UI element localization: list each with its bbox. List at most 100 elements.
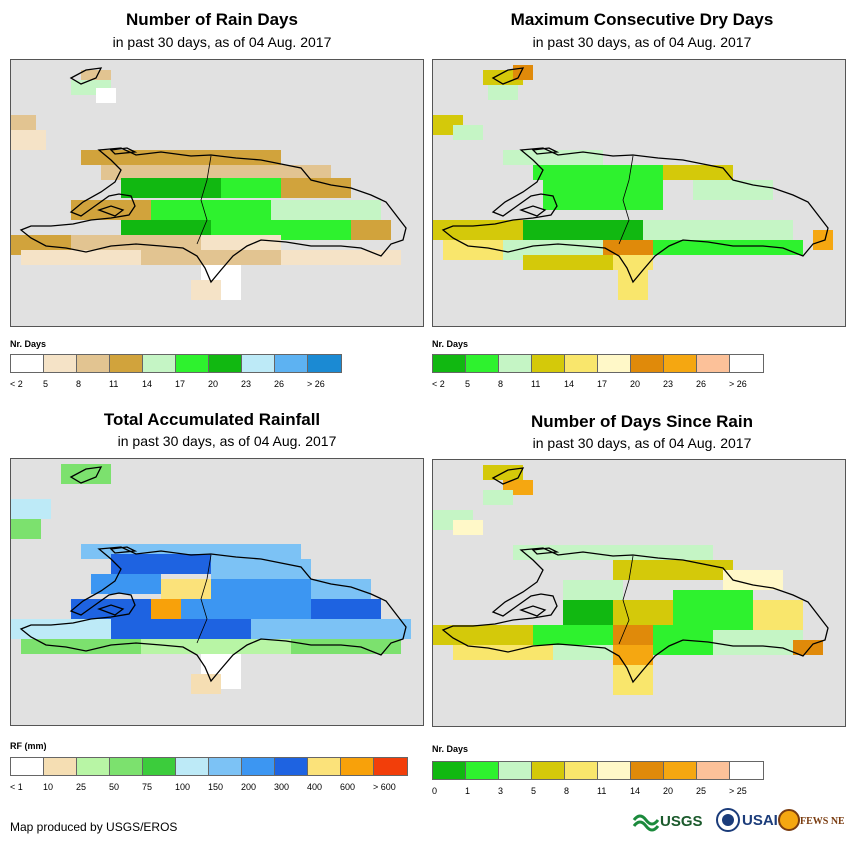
legend-title: Nr. Days xyxy=(10,339,47,349)
legend-tick-label: 20 xyxy=(208,379,219,389)
legend-swatch xyxy=(730,355,763,372)
legend-tick-label: 11 xyxy=(531,379,541,389)
legend-swatch xyxy=(499,355,532,372)
map-total-rainfall[interactable] xyxy=(10,458,424,726)
legend-tick-label: 11 xyxy=(597,786,607,796)
legend-tick-label: > 25 xyxy=(729,786,747,796)
data-cell xyxy=(111,554,211,574)
legend-swatch xyxy=(532,762,565,779)
map-max-dry-days[interactable] xyxy=(432,59,846,327)
data-cell xyxy=(191,674,221,694)
legend-tick-label: < 2 xyxy=(432,379,445,389)
legend-tick-label: 20 xyxy=(630,379,641,389)
map-canvas xyxy=(11,464,411,694)
data-cell xyxy=(513,65,533,80)
legend-swatch xyxy=(631,762,664,779)
legend-swatch xyxy=(275,758,308,775)
data-cell xyxy=(613,665,653,695)
data-cell xyxy=(553,645,613,660)
map-days-since-rain[interactable] xyxy=(432,459,846,727)
legend-title: Nr. Days xyxy=(432,339,469,349)
data-cell xyxy=(563,600,613,625)
panel-subtitle: in past 30 days, as of 04 Aug. 2017 xyxy=(532,34,752,50)
data-cell xyxy=(613,560,733,580)
credit-text: Map produced by USGS/EROS xyxy=(10,820,178,834)
legend-tick-label: 300 xyxy=(274,782,290,792)
data-cell xyxy=(211,579,311,599)
coastline-island xyxy=(491,67,525,85)
coastline-island xyxy=(491,467,525,485)
legend-swatch xyxy=(143,355,176,372)
panel-subtitle: in past 30 days, as of 04 Aug. 2017 xyxy=(532,435,752,451)
legend-tick-label: 8 xyxy=(498,379,504,389)
legend-tick-label: 3 xyxy=(498,786,504,796)
data-cell xyxy=(453,645,553,660)
data-cell xyxy=(613,255,653,270)
data-cell xyxy=(693,180,773,200)
data-cell xyxy=(673,590,753,630)
data-cell xyxy=(503,150,603,165)
coastline-hispaniola xyxy=(19,546,407,683)
data-cell xyxy=(281,178,351,198)
data-cell xyxy=(91,574,161,594)
legend-swatch xyxy=(433,355,466,372)
legend-swatch xyxy=(308,355,341,372)
coastline-hispaniola xyxy=(19,147,407,284)
legend-tick-label: 20 xyxy=(663,786,674,796)
legend-tick-label: 5 xyxy=(465,379,471,389)
data-cell xyxy=(488,85,518,100)
legend-swatch xyxy=(242,355,275,372)
coastline-island xyxy=(97,604,125,616)
legend-swatch xyxy=(433,762,466,779)
panel-subtitle: in past 30 days, as of 04 Aug. 2017 xyxy=(117,433,337,449)
legend-tick-label: 75 xyxy=(142,782,153,792)
coastline-island xyxy=(519,205,547,217)
legend-swatch xyxy=(110,355,143,372)
legend-tick-label: 1 xyxy=(465,786,471,796)
data-cell xyxy=(251,619,411,639)
legend-swatch xyxy=(11,758,44,775)
panel-title: Maximum Consecutive Dry Days xyxy=(510,10,774,29)
data-cell xyxy=(291,639,401,654)
data-cell xyxy=(151,200,271,220)
data-cell xyxy=(11,519,41,539)
legend-swatch xyxy=(44,758,77,775)
legend-swatch xyxy=(565,762,598,779)
legend-tick-label: < 1 xyxy=(10,782,23,792)
data-cell xyxy=(111,619,251,639)
legend-tick-label: 26 xyxy=(696,379,707,389)
coastline-island xyxy=(531,547,560,555)
legend-title: Nr. Days xyxy=(432,744,469,754)
fews-net-logo: FEWS NET xyxy=(778,809,852,831)
data-cell xyxy=(513,545,713,560)
legend-swatch xyxy=(275,355,308,372)
data-cell xyxy=(191,280,221,300)
legend-tick-label: > 600 xyxy=(373,782,396,792)
data-cell xyxy=(141,250,281,265)
logo-strip: USGS USAID FEWS NET xyxy=(632,806,852,834)
data-cell xyxy=(81,150,281,165)
data-cell xyxy=(443,240,503,260)
legend-swatch xyxy=(631,355,664,372)
legend-tick-label: 0 xyxy=(432,786,438,796)
data-cell xyxy=(21,639,141,654)
data-cell xyxy=(101,165,331,180)
legend-tick-label: 600 xyxy=(340,782,356,792)
legend-swatch xyxy=(242,758,275,775)
legend-swatch xyxy=(565,355,598,372)
legend-swatch xyxy=(532,355,565,372)
data-cell xyxy=(453,520,483,535)
coastline-island xyxy=(109,147,138,155)
legend-swatch xyxy=(209,355,242,372)
data-cell xyxy=(483,490,513,505)
data-cell xyxy=(523,220,643,240)
map-canvas xyxy=(433,65,833,300)
panel-days-since-rain: Number of Days Since Rain in past 30 day… xyxy=(430,400,854,820)
legend-tick-label: 400 xyxy=(307,782,323,792)
legend-tick-label: 5 xyxy=(43,379,49,389)
map-rain-days[interactable] xyxy=(10,59,424,327)
data-cell xyxy=(618,270,648,300)
data-cell xyxy=(71,599,151,619)
usgs-logo: USGS xyxy=(632,813,703,832)
data-cell xyxy=(723,570,783,590)
